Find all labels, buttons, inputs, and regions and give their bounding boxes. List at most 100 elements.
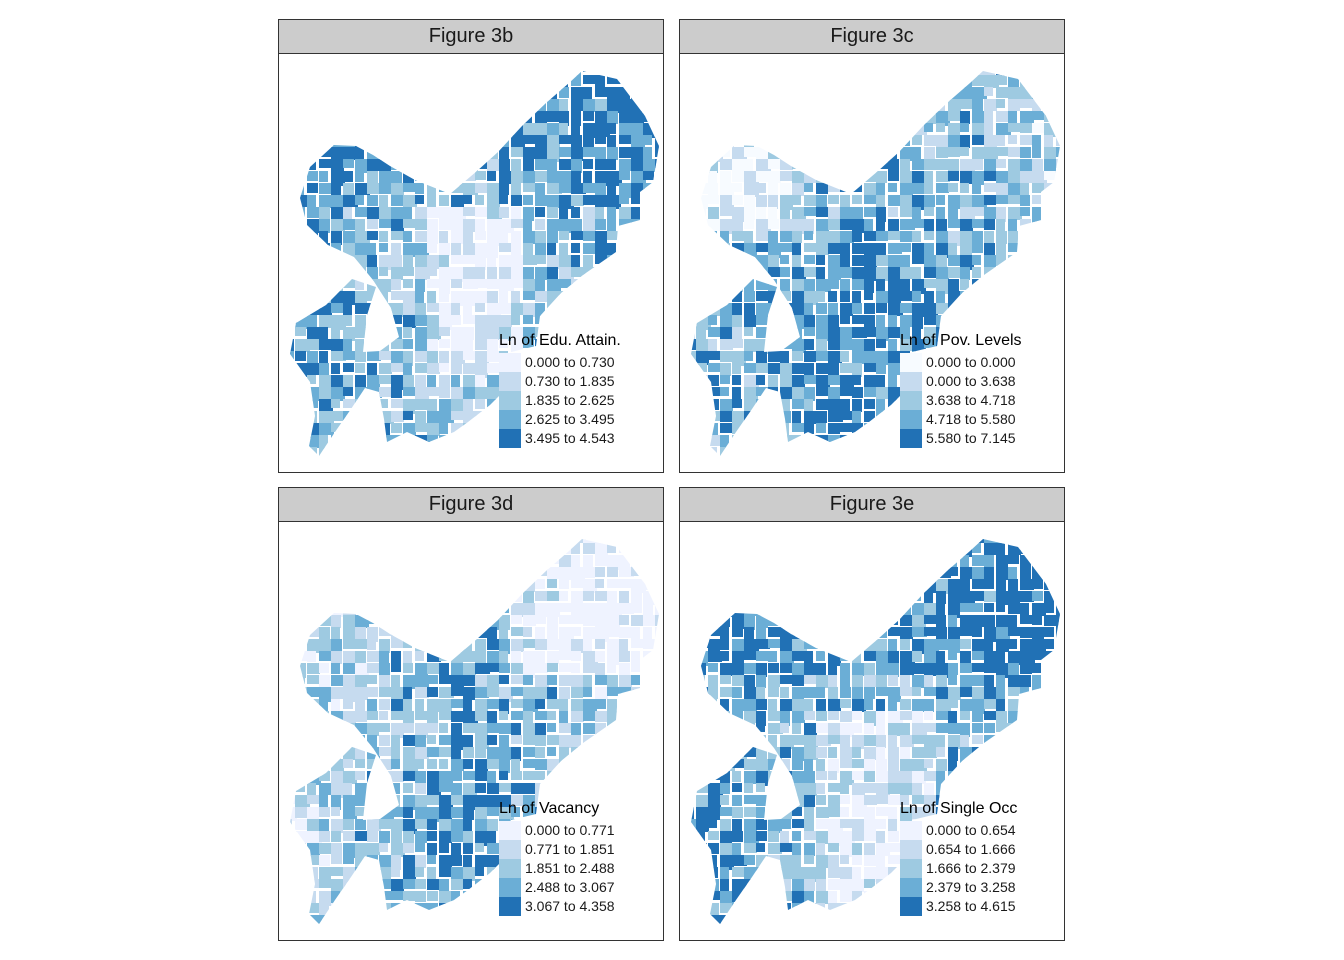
census-tract xyxy=(756,759,770,772)
census-tract xyxy=(696,459,708,468)
census-tract xyxy=(307,807,319,819)
census-tract xyxy=(852,687,863,699)
census-tract xyxy=(367,591,381,601)
census-tract xyxy=(487,603,499,612)
census-tract xyxy=(427,687,438,697)
census-tract xyxy=(780,663,793,673)
census-tract xyxy=(331,435,340,449)
census-tract xyxy=(331,291,345,305)
census-tract xyxy=(780,243,793,252)
census-tract xyxy=(1044,627,1054,637)
census-tract xyxy=(876,111,886,120)
census-tract xyxy=(948,447,957,456)
census-tract xyxy=(535,219,545,230)
census-tract xyxy=(451,243,461,255)
census-tract xyxy=(499,447,508,456)
census-tract xyxy=(876,327,889,341)
census-tract xyxy=(792,555,803,565)
census-tract xyxy=(696,147,710,159)
census-tract xyxy=(631,123,643,135)
census-tract xyxy=(547,279,561,291)
census-tract xyxy=(948,111,960,121)
census-tract xyxy=(1032,663,1042,673)
census-tract xyxy=(367,363,377,375)
census-tract xyxy=(487,723,501,733)
census-tract xyxy=(984,231,994,243)
map-panel-3b: Figure 3b Ln of Edu. Attain. 0.000 to 0.… xyxy=(278,19,664,473)
census-tract xyxy=(475,375,485,387)
legend-label: 3.495 to 4.543 xyxy=(525,430,615,446)
census-tract xyxy=(864,351,879,363)
census-tract xyxy=(403,231,412,242)
census-tract xyxy=(1056,699,1060,712)
census-tract xyxy=(607,579,621,588)
census-tract xyxy=(631,927,645,940)
census-tract xyxy=(708,723,718,737)
census-tract xyxy=(852,75,865,90)
census-tract xyxy=(295,879,305,894)
census-tract xyxy=(972,663,984,672)
census-tract xyxy=(355,627,366,642)
census-tract xyxy=(828,927,837,939)
census-tract xyxy=(840,843,855,857)
census-tract xyxy=(619,231,629,244)
census-tract xyxy=(367,807,380,821)
census-tract xyxy=(864,807,875,820)
census-tract xyxy=(744,207,755,220)
census-tract xyxy=(1032,759,1042,771)
census-tract xyxy=(1020,99,1034,108)
census-tract xyxy=(984,87,993,96)
census-tract xyxy=(295,75,305,88)
census-tract xyxy=(451,699,465,708)
census-tract xyxy=(816,783,825,794)
census-tract xyxy=(768,135,778,148)
census-tract xyxy=(756,807,765,818)
census-tract xyxy=(936,183,949,193)
census-tract xyxy=(900,147,914,161)
census-tract xyxy=(427,867,436,879)
census-tract xyxy=(463,171,476,181)
census-tract xyxy=(900,255,910,268)
census-tract xyxy=(696,567,711,581)
census-tract xyxy=(936,627,947,639)
census-tract xyxy=(535,783,550,795)
census-tract xyxy=(768,99,777,108)
census-tract xyxy=(768,555,782,567)
census-tract xyxy=(876,819,886,829)
census-tract xyxy=(290,603,296,616)
census-tract xyxy=(295,843,306,854)
census-tract xyxy=(511,147,525,157)
census-tract xyxy=(415,807,429,822)
census-tract xyxy=(290,819,292,830)
census-tract xyxy=(936,747,945,757)
census-tract xyxy=(595,699,606,709)
census-tract xyxy=(936,171,950,182)
census-tract xyxy=(924,795,936,808)
census-tract xyxy=(463,87,476,98)
census-tract xyxy=(828,171,837,183)
census-tract xyxy=(984,207,999,219)
census-tract xyxy=(607,639,619,651)
census-tract xyxy=(936,291,945,306)
census-tract xyxy=(403,339,413,349)
census-tract xyxy=(547,255,559,269)
census-tract xyxy=(403,711,414,723)
census-tract xyxy=(475,603,484,616)
census-tract xyxy=(888,539,900,540)
census-tract xyxy=(439,651,448,661)
census-tract xyxy=(876,171,887,183)
census-tract xyxy=(768,459,780,472)
census-tract xyxy=(744,639,759,654)
census-tract xyxy=(331,783,343,798)
census-tract xyxy=(768,567,782,578)
census-tract xyxy=(643,699,657,709)
census-tract xyxy=(607,171,622,186)
census-tract xyxy=(744,615,755,630)
census-tract xyxy=(708,567,723,580)
census-tract xyxy=(768,831,779,842)
census-tract xyxy=(708,651,722,662)
census-tract xyxy=(828,279,839,289)
census-tract xyxy=(1032,687,1042,698)
census-tract xyxy=(720,711,730,720)
census-tract xyxy=(379,539,391,540)
